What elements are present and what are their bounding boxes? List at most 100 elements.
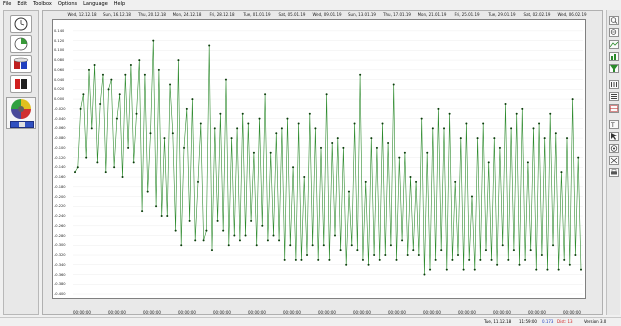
y-tick-label: -0.040 xyxy=(54,116,66,121)
color-wheel-icon xyxy=(11,99,31,119)
columns-button[interactable] xyxy=(609,80,619,89)
data-point xyxy=(387,141,390,144)
series-line xyxy=(74,40,582,275)
data-point xyxy=(429,268,432,271)
target-icon xyxy=(610,145,618,152)
green-chart-button[interactable] xyxy=(609,52,619,61)
print-button[interactable] xyxy=(609,168,619,177)
data-point xyxy=(518,263,521,266)
data-point xyxy=(521,107,524,110)
data-point xyxy=(297,122,300,125)
date-label: Sun, 13.01.19 xyxy=(348,12,376,17)
database-button[interactable] xyxy=(10,55,32,73)
data-point xyxy=(160,215,163,218)
time-label: 00:00:00 xyxy=(563,310,581,315)
data-point xyxy=(197,180,200,183)
rows-button[interactable] xyxy=(609,92,619,101)
y-tick-label: -0.320 xyxy=(54,253,66,258)
grid-icon xyxy=(610,105,618,112)
data-point xyxy=(490,258,493,261)
text-icon: T xyxy=(610,122,615,129)
data-point xyxy=(205,229,208,232)
scissors-button[interactable] xyxy=(609,156,619,165)
data-point xyxy=(308,112,311,115)
data-point xyxy=(437,107,440,110)
data-point xyxy=(420,117,423,120)
data-point xyxy=(152,39,155,42)
menu-language[interactable]: Language xyxy=(83,1,108,7)
svg-text:T: T xyxy=(610,122,615,128)
target-button[interactable] xyxy=(609,144,619,153)
y-tick-label: -0.300 xyxy=(54,243,66,248)
data-point xyxy=(76,166,79,169)
menu-toolbox[interactable]: Toolbox xyxy=(33,1,52,7)
data-point xyxy=(202,239,205,242)
data-point xyxy=(320,146,323,149)
data-point xyxy=(470,195,473,198)
data-point xyxy=(484,249,487,252)
y-tick-label: 0.120 xyxy=(54,38,65,43)
chart-progress-button[interactable] xyxy=(10,35,32,53)
data-point xyxy=(169,83,172,86)
data-point xyxy=(294,258,297,261)
device-button[interactable] xyxy=(10,75,32,93)
text-button[interactable]: T xyxy=(609,120,619,129)
line-tool-button[interactable] xyxy=(609,40,619,49)
time-label: 00:00:00 xyxy=(73,310,91,315)
data-point xyxy=(132,161,135,164)
menu-help[interactable]: Help xyxy=(113,1,126,7)
menu-file[interactable]: File xyxy=(3,1,12,7)
data-point xyxy=(227,244,230,247)
data-point xyxy=(275,132,278,135)
data-point xyxy=(353,122,356,125)
data-point xyxy=(163,137,166,140)
zoom-out-button[interactable] xyxy=(609,28,619,37)
data-point xyxy=(412,249,415,252)
time-label: 00:00:00 xyxy=(143,310,161,315)
data-point xyxy=(121,176,124,179)
clock-icon xyxy=(14,17,28,31)
data-point xyxy=(434,258,437,261)
plot-area[interactable]: 0.140 0.120 0.100 0.080 0.060 0.040 0.020 0.000… xyxy=(52,19,586,299)
y-tick-label: -0.020 xyxy=(54,106,66,111)
data-point xyxy=(361,258,364,261)
date-label: Fri, 25.01.19 xyxy=(454,12,480,17)
data-point xyxy=(356,249,359,252)
data-point xyxy=(331,141,334,144)
scissors-icon xyxy=(610,157,618,164)
data-point xyxy=(445,268,448,271)
data-point xyxy=(468,258,471,261)
menu-edit[interactable]: Edit xyxy=(17,1,28,7)
data-point xyxy=(219,112,222,115)
slider-thumb[interactable] xyxy=(19,122,25,127)
time-label: 00:00:00 xyxy=(388,310,406,315)
date-label: Thu, 17.01.19 xyxy=(383,12,411,17)
y-tick-label: 0.040 xyxy=(54,77,65,82)
grid-button[interactable] xyxy=(609,104,619,113)
data-point xyxy=(370,137,373,140)
data-point xyxy=(188,219,191,222)
filter-button[interactable] xyxy=(609,64,619,73)
status-value: 0.173 xyxy=(542,319,554,324)
pointer-button[interactable] xyxy=(609,132,619,141)
data-point xyxy=(373,254,376,257)
zoom-in-button[interactable] xyxy=(609,16,619,25)
data-point xyxy=(280,127,283,130)
data-point xyxy=(166,215,169,218)
data-point xyxy=(538,122,541,125)
data-point xyxy=(230,137,233,140)
data-point xyxy=(476,137,479,140)
menu-options[interactable]: Options xyxy=(57,1,78,7)
data-point xyxy=(146,190,149,193)
data-point xyxy=(406,254,409,257)
clock-button[interactable] xyxy=(10,15,32,33)
data-point xyxy=(443,127,446,130)
data-point xyxy=(113,166,116,169)
data-point xyxy=(552,244,555,247)
data-point xyxy=(244,234,247,237)
data-point xyxy=(135,112,138,115)
data-point xyxy=(580,268,582,271)
data-point xyxy=(512,249,515,252)
data-point xyxy=(143,73,146,76)
slider-track[interactable] xyxy=(10,121,34,128)
